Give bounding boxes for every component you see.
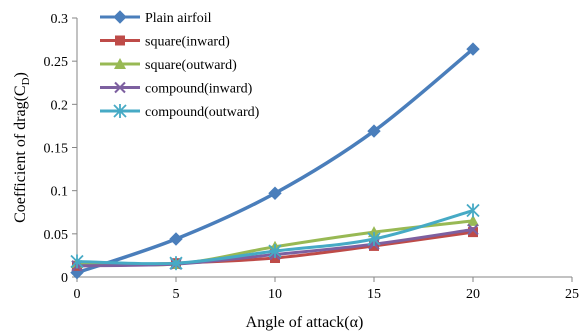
y-tick-label: 0.3 xyxy=(51,12,69,27)
x-tick-label: 20 xyxy=(466,287,480,302)
y-tick-label: 0.1 xyxy=(51,185,69,200)
data-point xyxy=(70,254,84,269)
legend-item: Plain airfoil xyxy=(100,10,212,26)
y-axis-title: Coefficient of drag(CD) xyxy=(12,72,32,223)
y-axis-title-subscript: D xyxy=(20,77,32,85)
data-point xyxy=(467,223,479,236)
data-point xyxy=(368,226,380,238)
x-axis-title: Angle of attack(α) xyxy=(246,314,364,331)
legend-marker xyxy=(113,104,127,118)
legend-label: square(inward) xyxy=(145,35,230,50)
y-tick-label: 0 xyxy=(61,271,68,286)
data-point xyxy=(169,232,183,246)
legend-item: compound(outward) xyxy=(100,104,260,120)
legend-item: compound(inward) xyxy=(100,82,253,97)
x-tick-label: 5 xyxy=(173,287,180,302)
legend-item: square(outward) xyxy=(100,58,237,73)
legend-marker xyxy=(114,58,126,69)
series-0 xyxy=(70,42,480,280)
legend-label: Plain airfoil xyxy=(145,11,212,26)
legend-marker-stroke xyxy=(114,81,126,94)
y-tick-label: 0.25 xyxy=(44,55,69,70)
series-4 xyxy=(70,203,480,271)
legend-marker xyxy=(115,35,125,46)
data-point xyxy=(169,256,183,271)
x-tick-label: 25 xyxy=(565,287,579,302)
legend-label: compound(inward) xyxy=(145,82,253,97)
legend-marker xyxy=(114,81,126,94)
y-tick-label: 0.2 xyxy=(51,98,69,113)
data-point xyxy=(467,214,479,226)
data-point xyxy=(367,124,381,138)
data-point xyxy=(466,203,480,218)
data-point xyxy=(268,244,282,259)
legend: Plain airfoil square(inward) square(outwar… xyxy=(100,10,260,120)
data-point xyxy=(466,42,480,56)
x-tick-label: 15 xyxy=(367,287,381,302)
x-tick-label: 0 xyxy=(74,287,81,302)
data-point xyxy=(367,232,381,247)
legend-label: square(outward) xyxy=(145,58,237,73)
y-tick-label: 0.05 xyxy=(44,228,69,243)
x-tick-label: 10 xyxy=(268,287,282,302)
series-layer xyxy=(70,42,480,280)
data-point-stroke xyxy=(467,223,479,236)
data-point xyxy=(268,186,282,200)
axes: 0 0.05 0.1 0.15 0.2 0.25 0.3 0 5 10 15 20 25 xyxy=(44,12,579,302)
y-tick-label: 0.15 xyxy=(44,142,69,157)
legend-item: square(inward) xyxy=(100,35,230,50)
data-point xyxy=(468,227,478,238)
legend-label: compound(outward) xyxy=(145,105,260,120)
legend-marker xyxy=(113,10,127,24)
